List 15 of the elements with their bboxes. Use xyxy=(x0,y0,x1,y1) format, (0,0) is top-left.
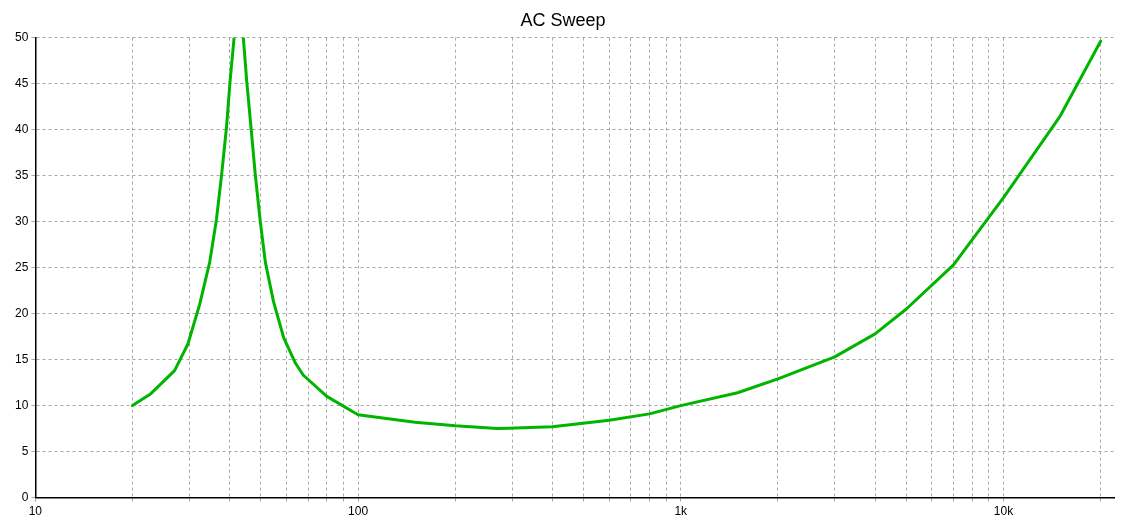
y-tick-label: 25 xyxy=(14,259,29,274)
x-tick-label: 100 xyxy=(348,504,369,519)
y-tick-label: 35 xyxy=(14,167,29,182)
y-tick-label: 15 xyxy=(14,351,29,366)
chart-title: AC Sweep xyxy=(520,9,606,30)
y-tick-label: 10 xyxy=(14,397,29,412)
y-tick-label: 40 xyxy=(14,121,29,136)
y-tick-label: 20 xyxy=(14,305,29,320)
x-tick-label: 10k xyxy=(993,504,1015,519)
y-tick-label: 50 xyxy=(14,29,29,44)
y-tick-label: 45 xyxy=(14,75,29,90)
y-tick-label: 30 xyxy=(14,213,29,228)
y-tick-label: 0 xyxy=(21,489,29,504)
x-tick-label: 1k xyxy=(674,504,689,519)
y-tick-label: 5 xyxy=(21,443,29,458)
